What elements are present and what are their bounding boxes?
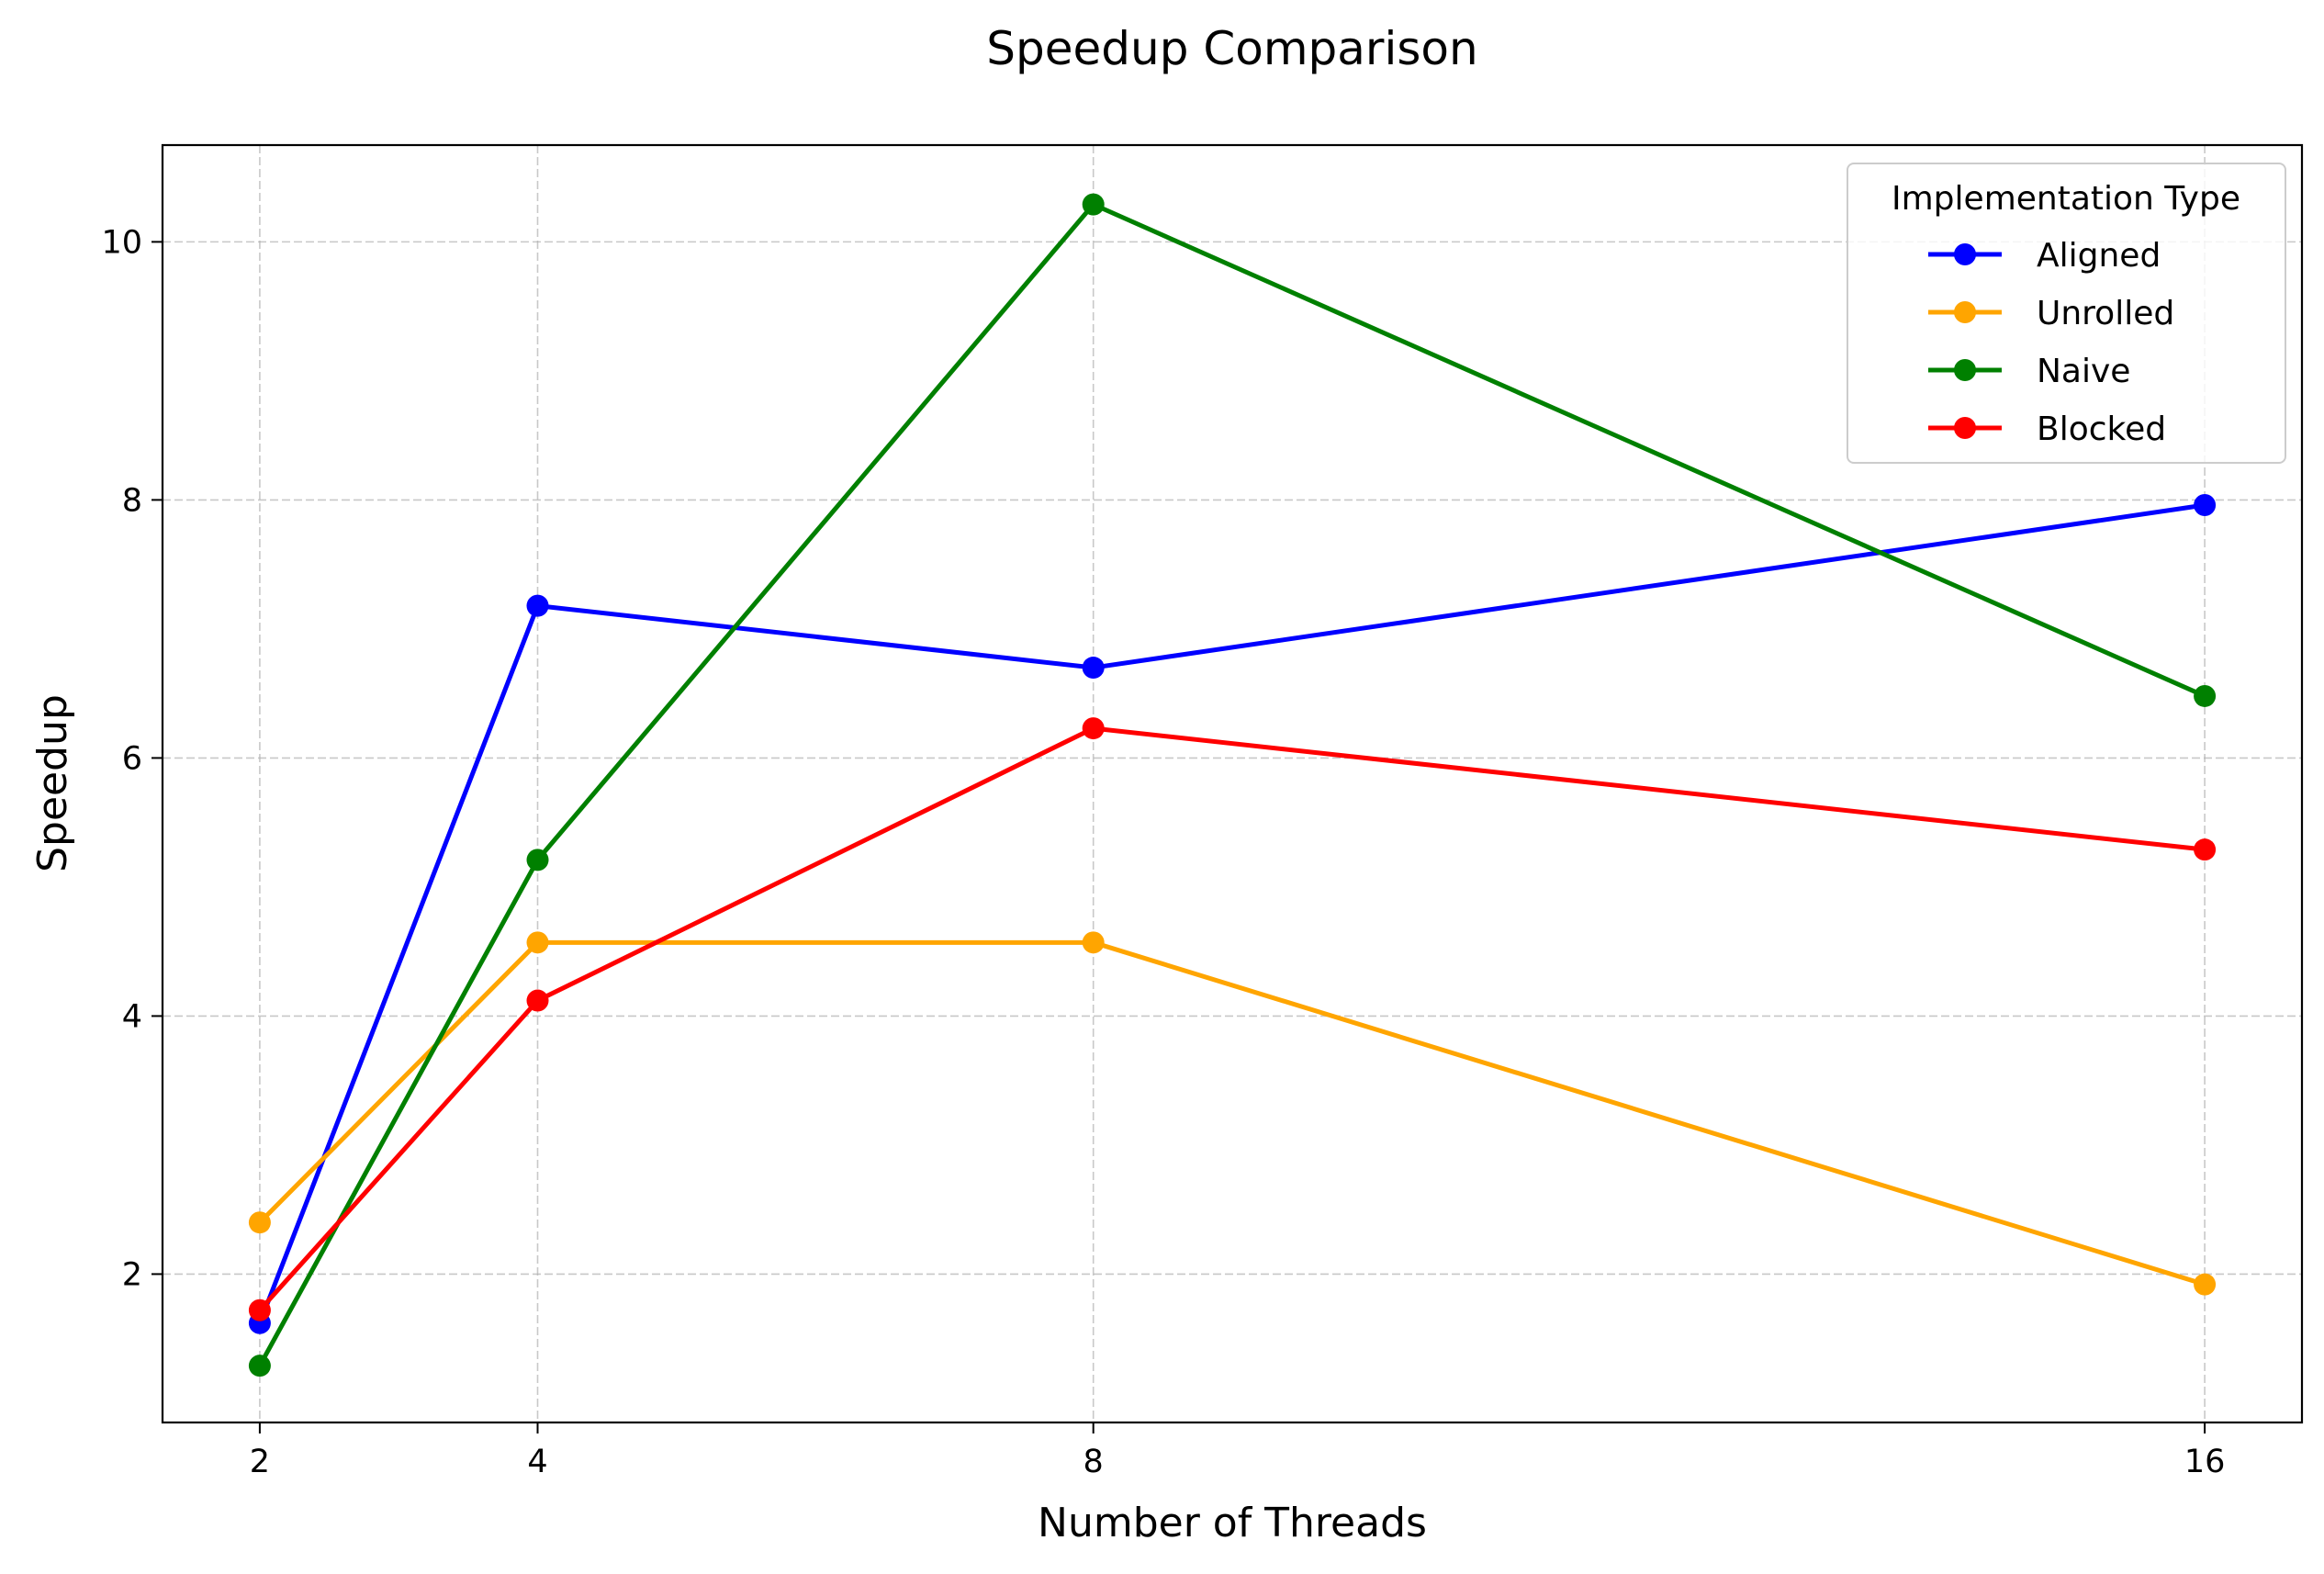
- data-point-unrolled: [1082, 931, 1105, 954]
- series-unrolled: [248, 931, 2217, 1296]
- data-point-blocked: [526, 989, 549, 1012]
- data-point-blocked: [248, 1299, 271, 1321]
- y-tick-label: 8: [122, 482, 142, 519]
- series-naive: [248, 193, 2217, 1377]
- legend-swatch-marker: [1954, 301, 1976, 323]
- data-point-unrolled: [526, 931, 549, 954]
- data-point-aligned: [526, 594, 549, 617]
- data-point-naive: [526, 849, 549, 871]
- data-point-unrolled: [2194, 1273, 2217, 1296]
- x-tick-label: 8: [1083, 1444, 1104, 1480]
- x-tick-label: 4: [527, 1444, 547, 1480]
- legend-item-aligned: Aligned: [1928, 237, 2161, 275]
- legend-label: Blocked: [2037, 410, 2166, 448]
- legend-item-blocked: Blocked: [1928, 410, 2166, 448]
- y-tick-label: 10: [101, 224, 142, 261]
- data-point-naive: [248, 1355, 271, 1377]
- data-point-naive: [1082, 193, 1105, 216]
- series-blocked: [248, 717, 2217, 1321]
- y-tick-label: 4: [122, 998, 142, 1035]
- legend-title: Implementation Type: [1892, 180, 2240, 218]
- y-tick-label: 2: [122, 1256, 142, 1293]
- series-aligned: [248, 494, 2217, 1334]
- data-point-unrolled: [248, 1211, 271, 1234]
- y-tick-label: 6: [122, 740, 142, 777]
- series-line-unrolled: [257, 939, 2207, 1287]
- legend-box: [1847, 163, 2286, 464]
- y-axis-label: Speedup: [29, 694, 76, 872]
- legend-swatch-marker: [1954, 243, 1976, 265]
- x-tick-label: 16: [2184, 1444, 2226, 1480]
- data-point-blocked: [2194, 838, 2217, 861]
- chart-title: Speedup Comparison: [986, 22, 1477, 75]
- legend-item-unrolled: Unrolled: [1928, 295, 2174, 332]
- data-point-aligned: [2194, 494, 2217, 517]
- x-axis-label: Number of Threads: [1038, 1500, 1427, 1546]
- plot-area-frame: [161, 143, 2304, 1424]
- x-tick-label: 2: [250, 1444, 270, 1480]
- data-point-aligned: [1082, 657, 1105, 680]
- series-line-blocked: [257, 725, 2207, 1313]
- data-point-blocked: [1082, 717, 1105, 740]
- legend-label: Aligned: [2037, 237, 2161, 275]
- data-point-naive: [2194, 684, 2217, 707]
- series-line-naive: [257, 202, 2207, 1368]
- series-line-aligned: [257, 502, 2207, 1326]
- legend: Implementation Type Aligned Unrolled Naive…: [1847, 163, 2286, 464]
- legend-label: Unrolled: [2037, 295, 2174, 332]
- legend-swatch-marker: [1954, 417, 1976, 439]
- legend-label: Naive: [2037, 353, 2130, 390]
- legend-item-naive: Naive: [1928, 353, 2130, 390]
- legend-swatch-marker: [1954, 359, 1976, 381]
